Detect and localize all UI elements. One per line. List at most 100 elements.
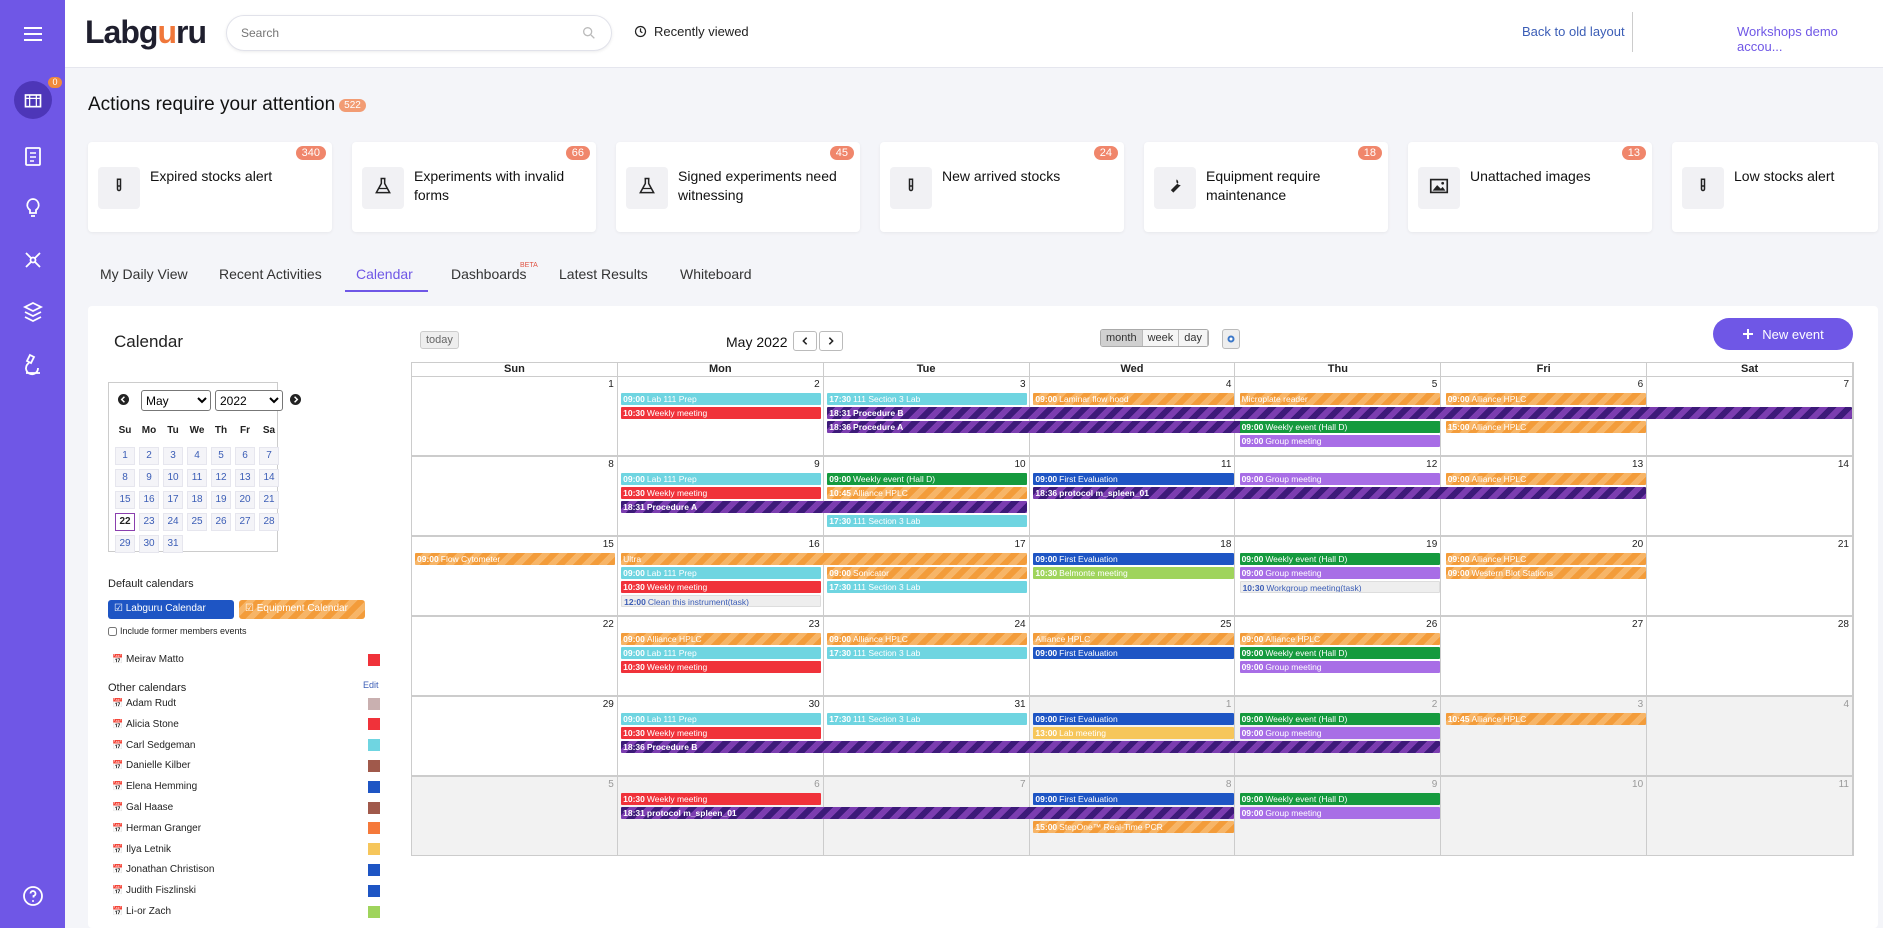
calendar-event[interactable]: 09:00 Group meeting [1239,567,1440,579]
day-number[interactable]: 6 [814,779,820,790]
other-calendar-row[interactable]: 📅 Ilya Letnik [112,843,380,856]
color-swatch[interactable] [368,801,380,814]
calendar-event[interactable]: 09:00 Alliance HPLC [1445,473,1646,485]
calendar-event[interactable]: Alliance HPLC [1033,633,1234,645]
color-swatch[interactable] [368,905,380,918]
day-number[interactable]: 2 [814,379,820,390]
day-number[interactable]: 10 [1632,779,1644,790]
day-number[interactable]: 11 [1838,779,1849,790]
calendar-event[interactable]: 09:00 Group meeting [1239,473,1440,485]
day-cell[interactable]: 13 [1441,456,1648,535]
attention-card[interactable]: Expired stocks alert 340 [88,142,332,232]
calendar-event[interactable]: 09:00 Alliance HPLC [621,633,822,645]
calendar-event[interactable]: 09:00 Weekly event (Hall D) [827,473,1028,485]
calendar-event[interactable]: 10:30 Belmonte meeting [1033,567,1234,579]
calendar-event[interactable]: 09:00 Weekly event (Hall D) [1239,713,1440,725]
day-cell[interactable]: 20 [1441,536,1648,615]
calendar-event[interactable]: Ultra [621,553,1028,565]
day-cell[interactable]: 27 [1441,616,1648,695]
back-to-old-layout-link[interactable]: Back to old layout [1522,24,1625,39]
calendar-event[interactable]: 09:00 Group meeting [1239,807,1440,819]
mini-day[interactable]: 6 [235,447,255,465]
day-number[interactable]: 2 [1431,699,1438,710]
sidebar-item-dashboard[interactable]: 0 [0,77,65,122]
day-cell[interactable]: 9 [617,456,824,535]
color-swatch[interactable] [368,739,380,752]
calendar-event[interactable]: 09:00 Weekly event (Hall D) [1239,647,1440,659]
day-number[interactable]: 12 [1426,459,1438,470]
mini-day[interactable]: 13 [235,469,255,487]
sidebar-item-notebook[interactable] [0,134,65,178]
mini-day[interactable]: 23 [139,513,159,531]
calendar-event[interactable]: 17:30 111 Section 3 Lab [827,515,1028,527]
day-number[interactable]: 8 [1225,779,1232,790]
prev-month-button[interactable] [793,331,817,351]
color-swatch[interactable] [368,653,380,666]
tab-dashboards[interactable]: Dashboards [451,266,527,282]
day-number[interactable]: 19 [1426,539,1438,550]
day-cell[interactable]: 4 [1647,696,1853,775]
day-cell[interactable]: 29 [412,696,618,775]
help-button[interactable] [0,874,65,918]
calendar-event[interactable]: 09:00 Weekly event (Hall D) [1239,553,1440,565]
calendar-event[interactable]: 09:00 Alliance HPLC [1445,553,1646,565]
day-number[interactable]: 1 [1225,699,1232,710]
day-number[interactable]: 6 [1637,379,1644,390]
mini-day[interactable]: 10 [163,469,183,487]
day-cell[interactable]: 2 [617,376,824,455]
day-number[interactable]: 8 [608,459,614,470]
day-cell[interactable]: 1 [412,376,618,455]
calendar-event[interactable]: 09:00 Weekly event (Hall D) [1239,421,1440,433]
color-swatch[interactable] [368,884,380,897]
mini-day[interactable]: 17 [163,491,183,509]
calendar-event[interactable]: 17:30 111 Section 3 Lab [827,393,1028,405]
sidebar-item-biocollections[interactable] [0,342,65,386]
day-number[interactable]: 29 [602,699,614,710]
calendar-event[interactable]: 10:30 Workgroup meeting(task) [1239,581,1440,593]
mini-day[interactable]: 7 [259,447,279,465]
color-swatch[interactable] [368,822,380,835]
calendar-event[interactable]: 09:00 Group meeting [1239,661,1440,673]
mini-year-select[interactable]: 2022 [215,390,283,411]
mini-day[interactable]: 29 [115,535,135,553]
day-number[interactable]: 9 [1431,779,1438,790]
mini-day[interactable]: 21 [259,491,279,509]
mini-next-button[interactable] [290,394,301,405]
day-cell[interactable]: 30 [617,696,824,775]
other-calendar-row[interactable]: 📅 Elena Hemming [112,780,380,793]
day-number[interactable]: 1 [608,379,614,390]
view-month-button[interactable]: month [1101,330,1143,346]
day-cell[interactable]: 23 [617,616,824,695]
calendar-event[interactable]: 18:31 Procedure A [621,501,1028,513]
new-event-button[interactable]: New event [1713,318,1853,350]
tab-my-daily-view[interactable]: My Daily View [100,266,188,282]
edit-calendars-link[interactable]: Edit [363,680,379,690]
calendar-event[interactable]: Microplate reader [1239,393,1440,405]
day-cell[interactable]: 22 [412,616,618,695]
tab-whiteboard[interactable]: Whiteboard [680,266,752,282]
mini-day[interactable]: 16 [139,491,159,509]
day-cell[interactable]: 15 [412,536,618,615]
calendar-event[interactable]: 18:31 protocol m_spleen_01 [621,807,1234,819]
day-number[interactable]: 24 [1014,619,1026,630]
day-number[interactable]: 16 [808,539,820,550]
tab-latest-results[interactable]: Latest Results [559,266,648,282]
day-cell[interactable]: 10 [1441,776,1648,855]
day-cell[interactable]: 25 [1029,616,1236,695]
day-number[interactable]: 21 [1837,539,1849,550]
color-swatch[interactable] [368,759,380,772]
calendar-event[interactable]: 17:30 111 Section 3 Lab [827,581,1028,593]
day-cell[interactable]: 3 [1441,696,1648,775]
day-number[interactable]: 11 [1221,459,1232,470]
calendar-event[interactable]: 09:00 First Evaluation [1033,793,1234,805]
day-number[interactable]: 22 [602,619,614,630]
attention-card[interactable]: Equipment require maintenance 18 [1144,142,1388,232]
calendar-event[interactable]: 13:00 Lab meeting [1033,727,1234,739]
calendar-event[interactable]: 09:00 Lab 111 Prep [621,567,822,579]
mini-prev-button[interactable] [118,394,129,405]
other-calendar-row[interactable]: 📅 Gal Haase [112,801,380,814]
calendar-event[interactable]: 09:00 Lab 111 Prep [621,713,822,725]
attention-card[interactable]: Signed experiments need witnessing 45 [616,142,860,232]
day-cell[interactable]: 7 [1647,376,1853,455]
calendar-event[interactable]: 09:00 Lab 111 Prep [621,473,822,485]
